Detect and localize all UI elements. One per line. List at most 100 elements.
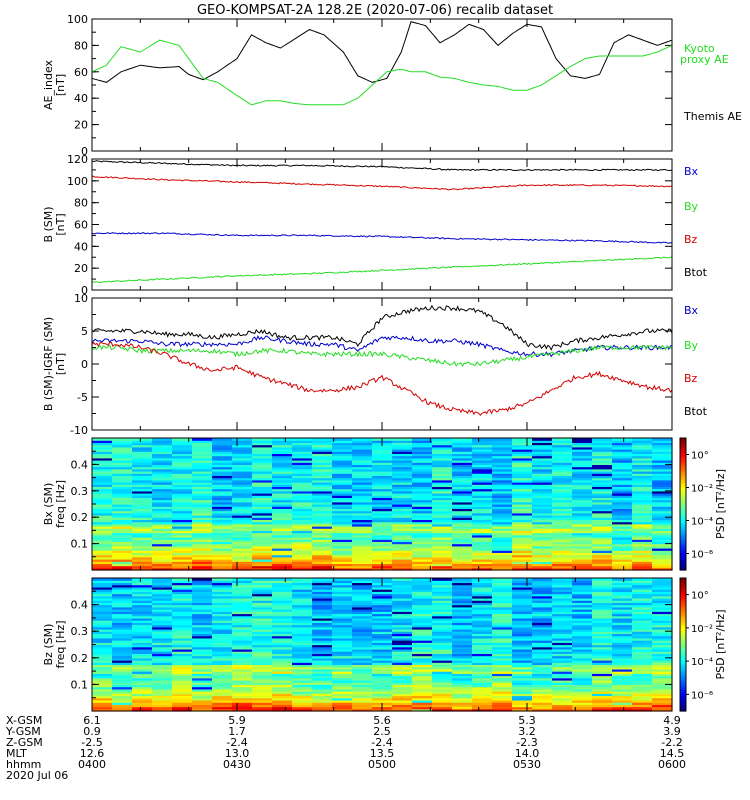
heatmap-cell — [432, 532, 453, 536]
heatmap-cell — [632, 510, 653, 514]
heatmap-cell — [292, 628, 313, 632]
heatmap-cell — [132, 617, 153, 621]
heatmap-cell — [292, 606, 313, 610]
heatmap-cell — [652, 497, 673, 501]
heatmap-cell — [212, 523, 233, 527]
heatmap-cell — [452, 682, 473, 685]
heatmap-cell — [92, 548, 113, 551]
heatmap-cell — [612, 438, 633, 441]
heatmap-cell — [152, 473, 173, 476]
heatmap-cell — [232, 628, 253, 632]
heatmap-cell — [432, 684, 453, 688]
heatmap-cell — [192, 611, 213, 615]
heatmap-cell — [532, 508, 553, 512]
heatmap-cell — [452, 523, 473, 527]
heatmap-cell — [572, 504, 593, 507]
heatmap-cell — [512, 653, 533, 657]
heatmap-cell — [572, 471, 593, 474]
heatmap-cell — [412, 537, 433, 540]
heatmap-cell — [452, 501, 473, 505]
heatmap-cell — [452, 563, 473, 567]
heatmap-cell — [632, 617, 653, 621]
heatmap-cell — [652, 628, 673, 632]
heatmap-cell — [452, 702, 473, 705]
heatmap-cell — [112, 532, 133, 536]
heatmap-cell — [132, 468, 153, 472]
colorbar-segment — [680, 519, 686, 523]
heatmap-cell — [532, 482, 553, 485]
heatmap-cell — [132, 613, 153, 617]
y-tick-label: 40 — [74, 92, 88, 105]
heatmap-cell — [652, 633, 673, 637]
heatmap-cell — [292, 528, 313, 531]
heatmap-cell — [392, 475, 413, 479]
heatmap-cell — [472, 552, 493, 556]
heatmap-cell — [652, 602, 673, 606]
heatmap-cell — [332, 600, 353, 603]
colorbar-segment — [680, 515, 686, 518]
colorbar-tick-label: 10⁻⁶ — [691, 550, 713, 561]
heatmap-cell — [192, 584, 213, 588]
colorbar-segment — [680, 521, 686, 525]
heatmap-cell — [252, 691, 273, 694]
heatmap-cell — [212, 631, 233, 635]
heatmap-cell — [152, 493, 173, 496]
heatmap-cell — [612, 653, 633, 657]
heatmap-cell — [512, 550, 533, 553]
heatmap-cell — [132, 440, 153, 443]
heatmap-cell — [652, 653, 673, 657]
heatmap-cell — [512, 517, 533, 520]
heatmap-cell — [652, 550, 673, 553]
heatmap-cell — [252, 490, 273, 494]
heatmap-cell — [232, 624, 253, 628]
heatmap-cell — [192, 512, 213, 516]
heatmap-cell — [92, 606, 113, 610]
heatmap-cell — [232, 675, 253, 679]
colorbar-segment — [680, 664, 686, 668]
heatmap-cell — [232, 556, 253, 560]
colorbar-segment — [680, 691, 686, 694]
heatmap-cell — [392, 691, 413, 694]
heatmap-cell — [212, 624, 233, 628]
heatmap-cell — [552, 567, 573, 571]
heatmap-cell — [192, 628, 213, 632]
heatmap-cell — [232, 545, 253, 549]
colorbar-segment — [680, 523, 686, 527]
heatmap-cell — [192, 622, 213, 626]
heatmap-cell — [452, 512, 473, 516]
heatmap-cell — [112, 597, 133, 601]
heatmap-cell — [572, 660, 593, 663]
heatmap-cell — [92, 501, 113, 505]
heatmap-cell — [192, 600, 213, 603]
heatmap-cell — [132, 626, 153, 630]
heatmap-cell — [252, 582, 273, 586]
heatmap-cell — [552, 488, 573, 492]
heatmap-cell — [652, 493, 673, 496]
heatmap-cell — [152, 508, 173, 512]
heatmap-cell — [252, 673, 273, 677]
heatmap-cell — [432, 462, 453, 465]
heatmap-cell — [392, 602, 413, 606]
heatmap-cell — [352, 550, 373, 553]
heatmap-cell — [212, 648, 233, 652]
heatmap-cell — [252, 655, 273, 659]
heatmap-cell — [152, 453, 173, 457]
heatmap-cell — [332, 506, 353, 509]
heatmap-cell — [232, 548, 253, 551]
heatmap-cell — [532, 679, 553, 683]
heatmap-cell — [232, 453, 253, 457]
heatmap-cell — [552, 530, 573, 534]
ephemeris-row-label: 2020 Jul 06 — [6, 769, 68, 782]
heatmap-cell — [232, 644, 253, 648]
heatmap-cell — [432, 595, 453, 599]
heatmap-cell — [492, 602, 513, 606]
heatmap-cell — [252, 563, 273, 567]
heatmap-cell — [132, 706, 153, 710]
heatmap-cell — [532, 506, 553, 509]
heatmap-cell — [612, 559, 633, 562]
heatmap-cell — [152, 631, 173, 635]
heatmap-cell — [132, 541, 153, 545]
heatmap-cell — [492, 586, 513, 590]
heatmap-cell — [612, 626, 633, 630]
heatmap-cell — [312, 554, 333, 558]
